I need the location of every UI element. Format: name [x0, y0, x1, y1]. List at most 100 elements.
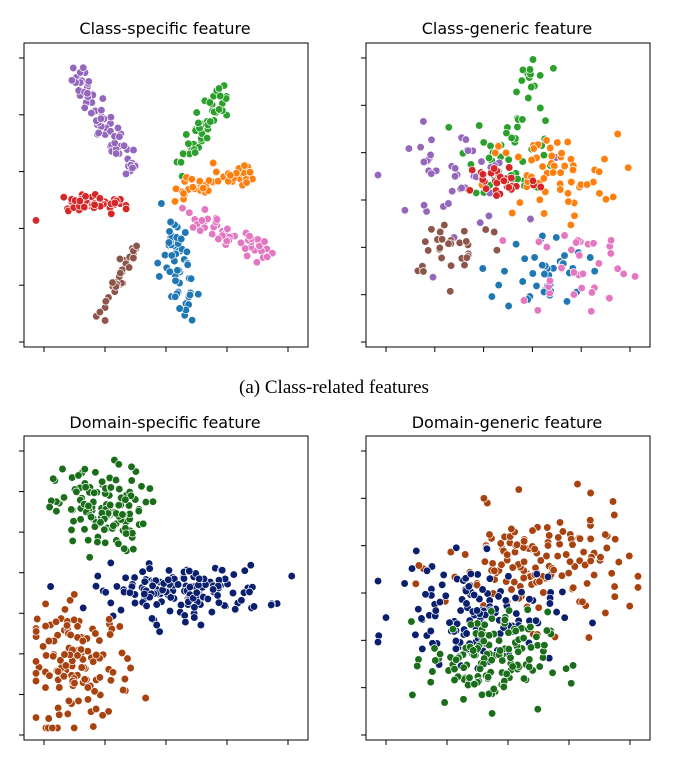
scatter-point-dgreen — [134, 506, 143, 516]
scatter-point-rust — [98, 711, 107, 720]
scatter-point-green — [502, 128, 511, 138]
scatter-point-rust — [95, 673, 105, 682]
scatter-point-dgreen — [114, 539, 123, 548]
scatter-point-purple — [98, 94, 107, 103]
scatter-point-rust — [611, 535, 620, 544]
scatter-point-rust — [479, 494, 489, 503]
scatter-point-dgreen — [479, 636, 488, 646]
scatter-point-pink — [605, 294, 614, 303]
scatter-point-purple — [80, 103, 89, 112]
scatter-point-rust — [607, 569, 616, 578]
scatter-point-dgreen — [540, 641, 549, 650]
scatter-point-navy — [173, 580, 183, 589]
scatter-point-rust — [51, 617, 61, 626]
scatter-point-navy — [421, 590, 430, 599]
scatter-point-rust — [633, 572, 643, 581]
scatter-point-rust — [41, 651, 51, 660]
scatter-point-navy — [152, 620, 161, 630]
scatter-point-orange — [539, 209, 549, 218]
scatter-point-rust — [508, 563, 517, 572]
scatter-point-blue — [518, 277, 527, 286]
caption-class-related: (a) Class-related features — [239, 377, 429, 398]
scatter-point-green — [202, 133, 212, 143]
scatter-point-pink — [534, 237, 544, 246]
scatter-point-rust — [554, 533, 563, 542]
scatter-point-navy — [249, 602, 259, 611]
scatter-point-brown — [446, 261, 456, 270]
scatter-point-green — [512, 87, 521, 97]
scatter-point-blue — [186, 274, 196, 283]
scatter-point-brown — [115, 254, 125, 264]
scatter-point-brown — [101, 297, 110, 306]
scatter-point-rust — [91, 629, 100, 638]
scatter-point-dgreen — [506, 653, 515, 662]
scatter-point-blue — [157, 199, 166, 208]
scatter-point-orange — [209, 158, 218, 168]
scatter-point-orange — [601, 195, 611, 204]
scatter-point-rust — [562, 550, 571, 559]
scatter-point-navy — [451, 644, 461, 653]
scatter-point-brown — [132, 241, 141, 251]
scatter-point-rust — [534, 603, 543, 612]
scatter-point-green — [205, 98, 214, 107]
scatter-point-purple — [427, 135, 436, 144]
scatter-point-pink — [578, 269, 588, 278]
scatter-point-navy — [441, 591, 450, 600]
scatter-point-dgreen — [96, 518, 105, 527]
scatter-point-orange — [566, 220, 576, 230]
scatter-point-rust — [555, 518, 565, 527]
scatter-point-rust — [118, 685, 128, 695]
scatter-point-green — [539, 151, 549, 160]
scatter-point-brown — [444, 239, 453, 248]
scatter-point-dgreen — [121, 495, 130, 504]
scatter-point-dgreen — [101, 538, 110, 547]
scatter-point-brown — [421, 237, 430, 246]
scatter-point-orange — [494, 142, 503, 151]
scatter-point-blue — [504, 301, 513, 311]
panel-class-specific: Class-specific feature — [19, 19, 309, 352]
scatter-point-orange — [582, 180, 592, 189]
scatter-point-rust — [519, 557, 529, 566]
scatter-point-navy — [456, 606, 465, 615]
scatter-point-rust — [519, 573, 528, 583]
scatter-point-green — [528, 55, 538, 64]
scatter-point-navy — [504, 572, 513, 581]
scatter-point-rust — [542, 551, 551, 561]
scatter-point-purple — [106, 113, 116, 122]
scatter-point-blue — [500, 267, 509, 276]
scatter-point-green — [549, 64, 558, 73]
scatter-point-dgreen — [74, 471, 83, 480]
scatter-point-rust — [41, 683, 50, 692]
scatter-point-rust — [38, 642, 48, 651]
scatter-point-orange — [515, 198, 525, 207]
scatter-point-orange — [595, 189, 604, 198]
scatter-point-pink — [242, 251, 252, 261]
scatter-point-navy — [164, 566, 174, 575]
scatter-point-orange — [242, 178, 251, 187]
scatter-point-rust — [602, 543, 611, 553]
scatter-point-navy — [381, 613, 391, 622]
scatter-points — [373, 55, 640, 316]
scatter-point-dgreen — [90, 522, 100, 531]
scatter-point-rust — [610, 592, 619, 601]
scatter-point-dgreen — [141, 497, 151, 507]
scatter-point-rust — [31, 676, 41, 686]
scatter-point-green — [518, 65, 528, 75]
scatter-point-rust — [586, 488, 595, 498]
scatter-point-dgreen — [451, 655, 461, 664]
scatter-point-rust — [507, 524, 516, 534]
scatter-point-dgreen — [477, 690, 487, 699]
scatter-point-rust — [586, 556, 595, 566]
scatter-point-rust — [610, 582, 619, 591]
scatter-point-dgreen — [568, 661, 578, 670]
scatter-point-dgreen — [93, 537, 102, 547]
scatter-point-purple — [400, 206, 410, 215]
scatter-point-navy — [501, 596, 510, 605]
scatter-point-green — [214, 105, 224, 114]
scatter-point-red — [489, 164, 499, 173]
scatter-point-dgreen — [543, 607, 552, 617]
scatter-point-green — [176, 158, 186, 167]
scatter-point-red — [90, 200, 99, 209]
scatter-point-red — [121, 204, 131, 214]
scatter-point-dgreen — [84, 536, 93, 545]
